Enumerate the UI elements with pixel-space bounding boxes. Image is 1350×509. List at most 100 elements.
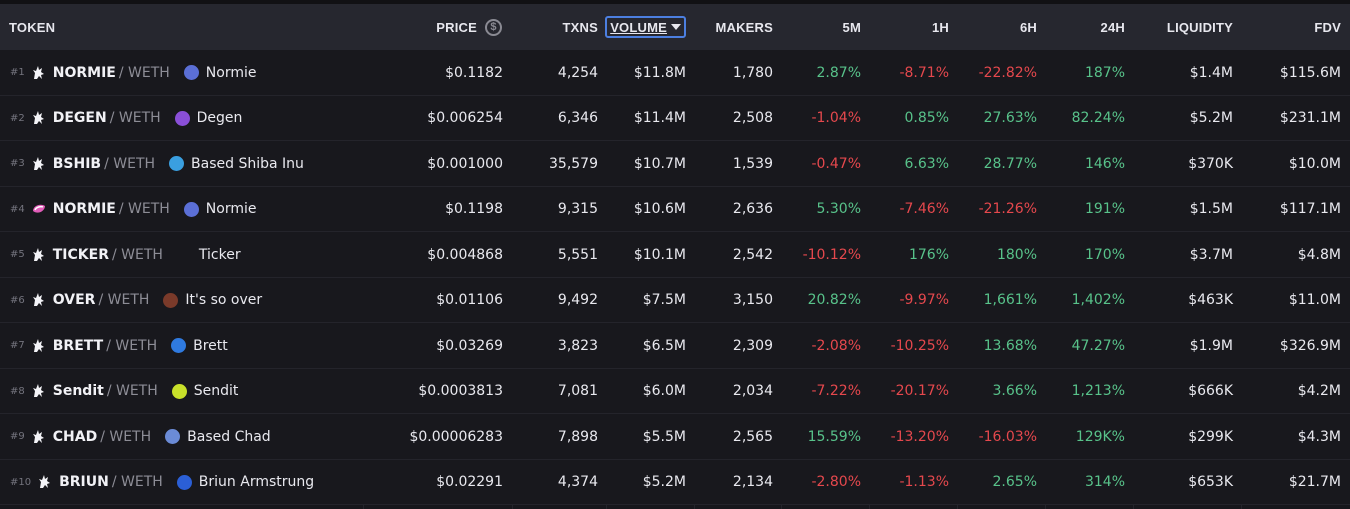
fdv-cell: $117.1M [1279, 201, 1341, 217]
change-1h-cell: -7.46% [899, 201, 949, 217]
token-cell[interactable]: #6 OVER / WETH It's so over [0, 278, 363, 323]
token-cell[interactable]: #7 BRETT / WETH Brett [0, 323, 363, 368]
change-5m-cell: -2.08% [811, 337, 861, 354]
token-cell[interactable]: #9 CHAD / WETH Based Chad [0, 414, 363, 459]
token-cell[interactable]: #10 BRIUN / WETH Briun Armstrung [0, 460, 363, 505]
price-cell: $0.02291 [436, 474, 503, 490]
volume-cell: $10.7M [633, 155, 686, 172]
token-name: Degen [196, 110, 243, 126]
price-cell: $0.00006283 [409, 428, 503, 445]
chad-logo-icon [165, 429, 181, 444]
token-symbol: Sendit [52, 383, 104, 399]
volume-cell: $10.1M [633, 246, 686, 263]
volume-cell: $5.5M [642, 428, 686, 445]
price-cell: $0.1182 [445, 64, 503, 81]
table-row[interactable]: #5 TICKER / WETH Ticker $0.004868 5,551 $10.1M… [0, 232, 1350, 278]
rank-label: #8 [10, 385, 25, 397]
pair-label: / WETH [98, 292, 150, 308]
table-row[interactable]: #6 OVER / WETH It's so over $0.01106 9,492 $7.… [0, 277, 1350, 323]
change-24h-cell: 1,402% [1071, 292, 1125, 308]
pair-label: / WETH [100, 428, 152, 445]
change-6h-cell: 28.77% [983, 155, 1037, 172]
fdv-cell: $4.3M [1297, 428, 1341, 445]
liquidity-cell: $1.9M [1189, 337, 1233, 354]
degen-logo-icon [174, 110, 190, 126]
price-cell: $0.1198 [445, 201, 503, 217]
blank-logo-icon [177, 247, 192, 262]
change-24h-cell: 191% [1084, 201, 1125, 217]
price-cell: $0.004868 [427, 246, 503, 263]
token-cell[interactable]: #5 TICKER / WETH Ticker [0, 232, 363, 277]
token-cell[interactable]: #3 BSHIB / WETH Based Shiba Inu [0, 141, 363, 186]
change-24h-cell: 129K% [1075, 428, 1125, 445]
makers-cell: 1,780 [732, 64, 773, 81]
header-5m[interactable]: 5M [780, 4, 861, 50]
token-symbol: BSHIB [52, 155, 102, 172]
dollar-circle-icon[interactable]: $ [485, 18, 502, 36]
change-5m-cell: -10.12% [802, 246, 861, 263]
makers-cell: 2,636 [732, 201, 773, 217]
change-24h-cell: 314% [1084, 474, 1125, 490]
table-row[interactable]: #1 NORMIE / WETH Normie $0.1182 4,254 $11.8M 1,… [0, 50, 1350, 96]
token-symbol: OVER [52, 292, 96, 308]
token-cell[interactable]: #1 NORMIE / WETH Normie [0, 50, 363, 95]
header-fdv[interactable]: FDV [1240, 4, 1341, 50]
header-txns[interactable]: TXNS [512, 4, 598, 50]
pair-label: / WETH [118, 201, 170, 217]
change-6h-cell: 1,661% [983, 292, 1037, 308]
token-cell[interactable]: #8 Sendit / WETH Sendit [0, 369, 363, 414]
table-row[interactable]: #4 NORMIE / WETH Normie $0.1198 9,315 $10.6M 2,… [0, 186, 1350, 232]
rank-label: #4 [10, 203, 25, 215]
token-cell[interactable]: #2 DEGEN / WETH Degen [0, 96, 363, 141]
header-price[interactable]: PRICE $ [380, 4, 502, 50]
header-24h[interactable]: 24H [1044, 4, 1125, 50]
header-token-label: TOKEN [9, 19, 56, 35]
change-1h-cell: 0.85% [904, 110, 949, 126]
header-volume[interactable]: VOLUME [600, 4, 686, 50]
briun-logo-icon [176, 474, 192, 490]
token-name: Briun Armstrung [198, 474, 315, 490]
rank-label: #3 [10, 158, 25, 169]
brett-logo-icon [171, 338, 187, 353]
table-row[interactable]: #3 BSHIB / WETH Based Shiba Inu $0.001000 35,… [0, 141, 1350, 187]
liquidity-cell: $666K [1188, 383, 1233, 399]
normie-logo-icon [183, 65, 199, 80]
pair-label: / WETH [106, 337, 158, 354]
header-1h[interactable]: 1H [868, 4, 949, 50]
unicorn-icon [31, 65, 47, 81]
volume-cell: $6.5M [642, 337, 686, 354]
change-24h-cell: 170% [1084, 246, 1125, 263]
change-24h-cell: 82.24% [1071, 110, 1125, 126]
sushi-icon [31, 201, 47, 217]
price-cell: $0.001000 [427, 155, 503, 172]
header-fdv-label: FDV [1314, 19, 1341, 35]
change-5m-cell: -2.80% [811, 474, 861, 490]
fdv-cell: $231.1M [1279, 110, 1341, 126]
token-cell[interactable]: #4 NORMIE / WETH Normie [0, 187, 363, 232]
token-symbol: TICKER [52, 246, 109, 263]
token-symbol: DEGEN [52, 110, 107, 126]
table-row[interactable]: #2 DEGEN / WETH Degen $0.006254 6,346 $11.4M 2,… [0, 95, 1350, 141]
header-token[interactable]: TOKEN [9, 4, 209, 50]
header-5m-label: 5M [842, 19, 861, 35]
token-name: Ticker [198, 246, 241, 263]
rank-label: #7 [10, 340, 25, 351]
price-cell: $0.0003813 [418, 383, 503, 399]
table-row[interactable]: #10 BRIUN / WETH Briun Armstrung $0.02291 4,3… [0, 459, 1350, 505]
volume-sort-button[interactable]: VOLUME [605, 16, 686, 38]
txns-cell: 5,551 [557, 246, 598, 263]
header-6h-label: 6H [1019, 19, 1037, 35]
header-6h[interactable]: 6H [956, 4, 1037, 50]
header-makers[interactable]: MAKERS [690, 4, 773, 50]
table-row[interactable]: #7 BRETT / WETH Brett $0.03269 3,823 $6.5M 2,30… [0, 323, 1350, 369]
table-row[interactable]: #8 Sendit / WETH Sendit $0.0003813 7,081 $6.0M… [0, 368, 1350, 414]
table-row[interactable]: #9 CHAD / WETH Based Chad $0.00006283 7,898 $5… [0, 414, 1350, 460]
change-5m-cell: -7.22% [811, 383, 861, 399]
token-name: Sendit [193, 383, 239, 399]
unicorn-icon [31, 292, 47, 308]
header-liquidity[interactable]: LIQUIDITY [1132, 4, 1233, 50]
change-6h-cell: -22.82% [978, 64, 1037, 81]
change-1h-cell: -20.17% [890, 383, 949, 399]
change-24h-cell: 146% [1084, 155, 1125, 172]
